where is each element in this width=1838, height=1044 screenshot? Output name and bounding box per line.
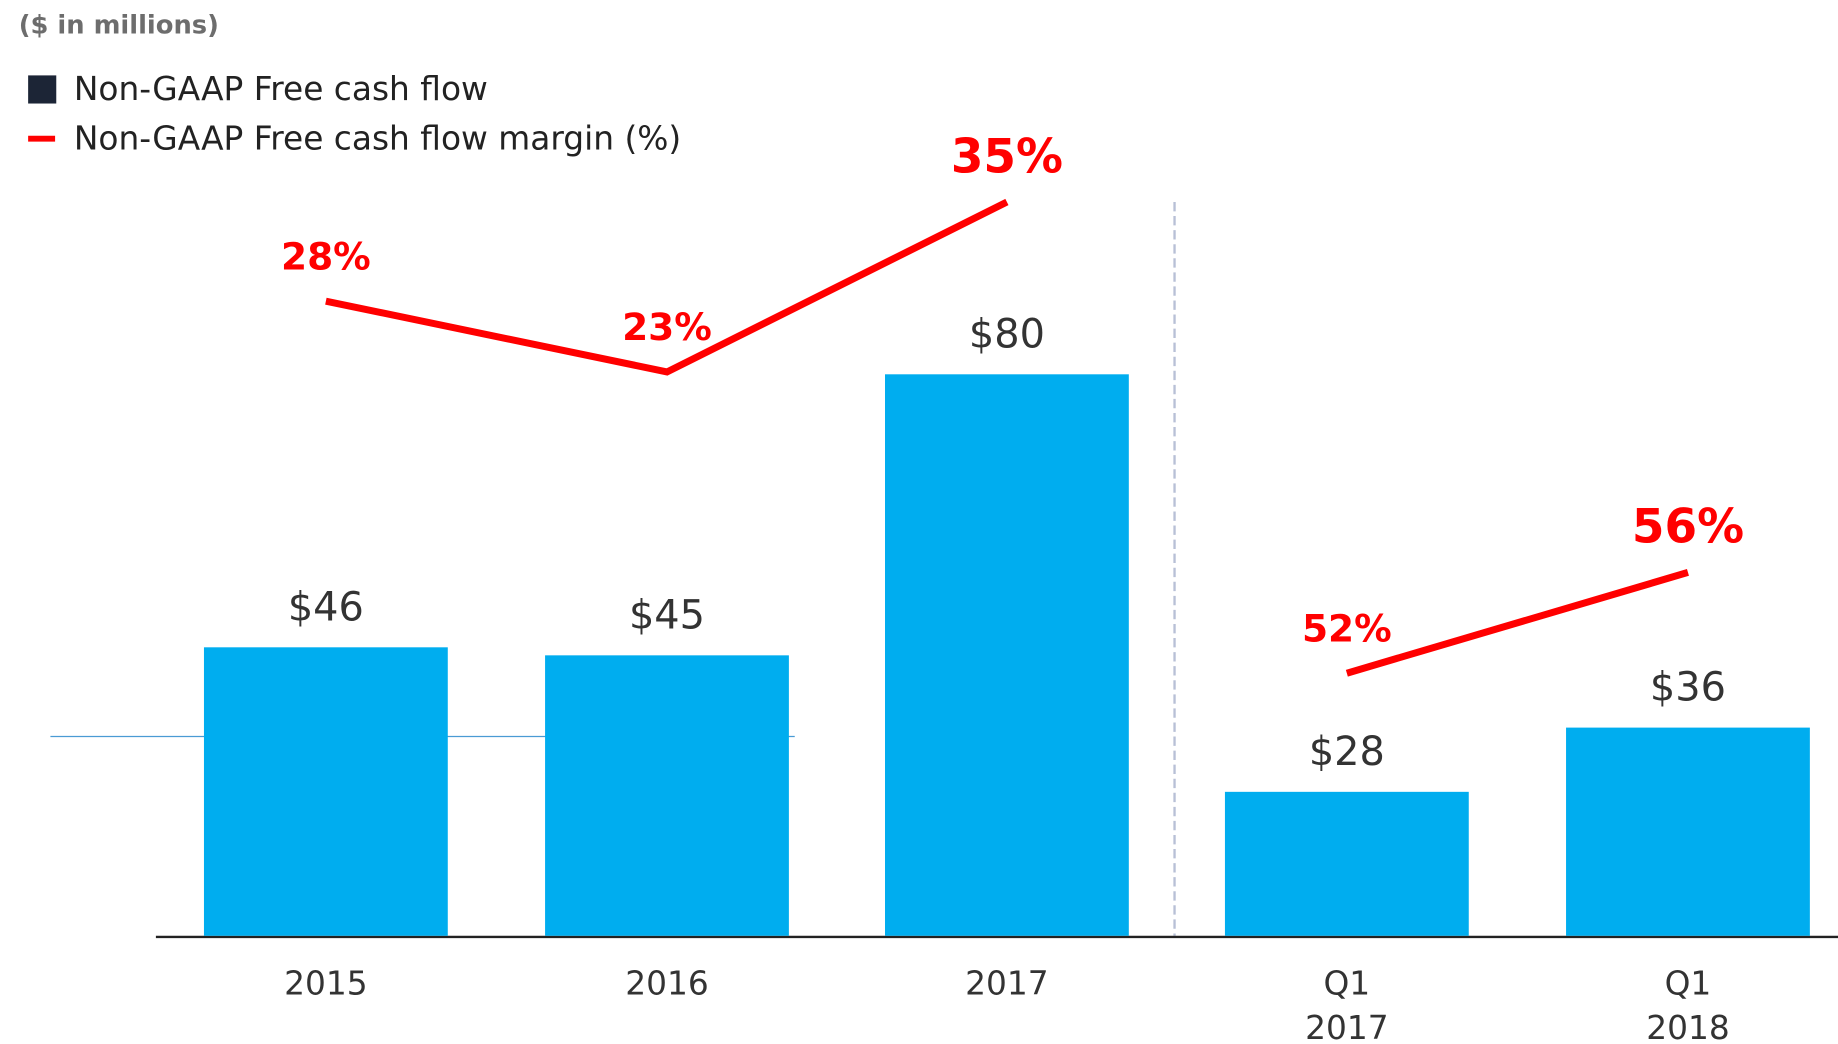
line-label: 52% <box>1302 607 1392 651</box>
bar <box>1566 727 1810 936</box>
x-tick-label: 2015 <box>284 965 368 1003</box>
line-label: 23% <box>622 305 712 349</box>
line-label: 35% <box>951 129 1063 184</box>
subtitle: ($ in millions) <box>19 11 219 41</box>
x-tick-label: 2017 <box>965 965 1049 1003</box>
margin-line <box>325 198 1009 376</box>
x-tick-label: 2018 <box>1646 1009 1730 1044</box>
bar-label: $46 <box>288 584 364 630</box>
x-tick-label: 2017 <box>1305 1009 1389 1044</box>
margin-line <box>1345 569 1689 677</box>
bar-label: $36 <box>1650 665 1726 711</box>
x-tick-label: Q1 <box>1323 965 1370 1003</box>
bar-label: $45 <box>629 592 705 638</box>
legend-swatch <box>28 75 57 104</box>
x-tick-label: 2016 <box>625 965 709 1003</box>
bar <box>885 374 1129 936</box>
bar <box>203 647 448 936</box>
bar <box>545 655 789 936</box>
line-label: 28% <box>281 234 371 278</box>
legend-label: Non-GAAP Free cash flow <box>74 70 488 108</box>
bar <box>1224 791 1469 936</box>
x-tick-label: Q1 <box>1665 965 1712 1003</box>
line-label: 56% <box>1632 500 1744 555</box>
legend-label: Non-GAAP Free cash flow margin (%) <box>74 119 681 157</box>
bar-label: $28 <box>1309 729 1385 775</box>
bar-label: $80 <box>969 311 1045 357</box>
